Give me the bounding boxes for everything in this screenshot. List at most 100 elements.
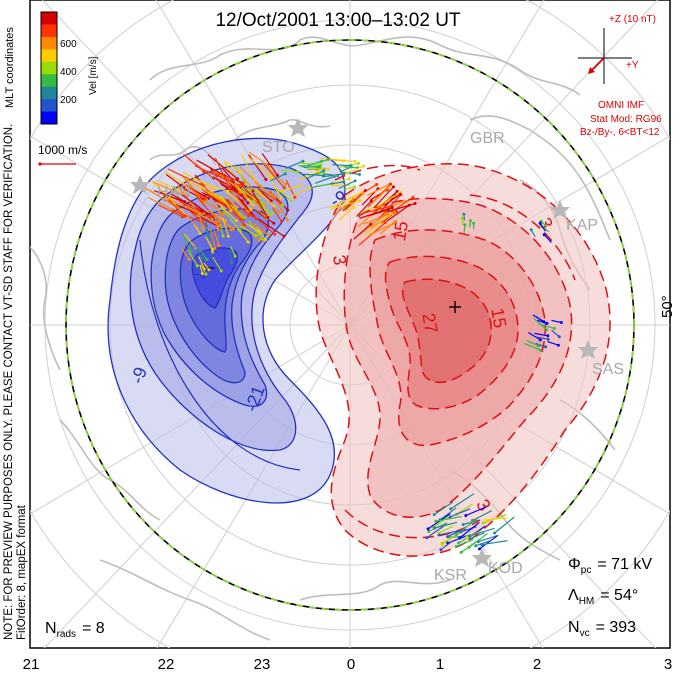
velocity-vector-origin	[318, 165, 322, 168]
velocity-vector-origin	[394, 220, 397, 223]
preview-note: NOTE: FOR PREVIEW PURPOSES ONLY. PLEASE …	[3, 40, 29, 640]
velocity-vector-origin	[216, 227, 220, 231]
velocity-vector	[547, 341, 559, 346]
velocity-vector	[240, 154, 256, 181]
velocity-vector	[165, 173, 185, 188]
velocity-vector	[220, 196, 232, 211]
velocity-vector	[385, 193, 401, 205]
velocity-vector-origin	[326, 167, 330, 171]
velocity-vector	[472, 510, 492, 522]
velocity-vector-origin	[545, 328, 549, 332]
velocity-vector-origin	[546, 337, 550, 341]
velocity-vector-origin	[266, 215, 270, 219]
velocity-vector-origin	[462, 212, 466, 216]
velocity-vector-origin	[269, 199, 273, 203]
contour-label: 27	[418, 312, 441, 335]
velocity-vector-origin	[342, 159, 346, 163]
colorbar-tick: 200	[60, 95, 77, 106]
velocity-vector	[366, 183, 391, 197]
velocity-vector	[481, 540, 508, 546]
velocity-vector-origin	[246, 210, 250, 214]
velocity-vector	[371, 187, 389, 205]
velocity-vector	[212, 256, 222, 272]
velocity-vector	[344, 166, 358, 169]
velocity-vector	[198, 212, 204, 229]
velocity-vector-origin	[439, 548, 443, 552]
hm-boundary	[65, 39, 635, 611]
velocity-colorbar	[40, 11, 58, 125]
velocity-vector-origin	[205, 212, 209, 216]
velocity-vector	[241, 200, 254, 217]
velocity-vector	[469, 532, 485, 540]
velocity-vector-origin	[282, 234, 286, 238]
velocity-vector	[228, 250, 233, 264]
velocity-vector-origin	[298, 184, 302, 188]
velocity-vector	[380, 211, 397, 224]
velocity-vector-origin	[264, 238, 268, 242]
fit-statistics: Φpc = 71 kV ΛHM = 54° Nvc = 393 Nrads = 8	[45, 556, 652, 640]
velocity-vector-origin	[293, 195, 297, 199]
velocity-vector	[263, 164, 285, 189]
velocity-vector	[301, 160, 322, 168]
velocity-vector	[337, 191, 363, 205]
velocity-vector	[230, 246, 236, 257]
velocity-vector	[307, 168, 329, 170]
velocity-vector-origin	[542, 233, 546, 237]
velocity-vector-origin	[386, 186, 390, 190]
coordinates-label: MLT coordinates	[4, 27, 16, 108]
velocity-vector	[275, 187, 292, 202]
velocity-vector	[208, 209, 234, 230]
velocity-vector	[203, 199, 225, 215]
velocity-vector	[261, 152, 279, 176]
velocity-vector	[449, 508, 471, 518]
velocity-vector-origin	[239, 215, 243, 219]
velocity-vector	[365, 205, 392, 214]
velocity-vector	[486, 517, 508, 521]
velocity-vector	[193, 178, 229, 192]
velocity-vector-origin	[440, 541, 444, 545]
velocity-vector-origin	[217, 244, 221, 248]
velocity-vector-origin	[326, 158, 330, 161]
velocity-vector-origin	[205, 258, 209, 261]
velocity-vector-origin	[260, 237, 264, 241]
velocity-vector-origin	[182, 185, 186, 189]
velocity-vector	[238, 224, 257, 237]
velocity-vector-origin	[208, 215, 212, 219]
velocity-vector-origin	[254, 234, 258, 237]
imf-source: OMNI IMF	[598, 100, 644, 111]
velocity-vector	[254, 181, 275, 198]
velocity-vector	[332, 164, 351, 167]
velocity-vector	[248, 154, 267, 180]
velocity-vector	[158, 204, 183, 218]
velocity-vector	[200, 264, 207, 275]
velocity-vector	[255, 189, 275, 207]
velocity-vector	[220, 183, 252, 200]
velocity-vector-origin	[238, 190, 242, 194]
velocity-vector-origin	[277, 210, 281, 214]
velocity-vector-origin	[283, 182, 287, 186]
velocity-vector-origin	[454, 545, 458, 548]
colorbar-swatch	[41, 86, 57, 100]
velocity-vector	[344, 186, 356, 190]
velocity-vector-origin	[251, 189, 255, 193]
velocity-vector	[224, 160, 241, 173]
velocity-vector	[150, 179, 173, 201]
velocity-vector-origin	[320, 159, 324, 163]
velocity-vector-origin	[411, 195, 415, 199]
velocity-vector-origin	[221, 234, 225, 238]
station-label: KAP	[566, 217, 598, 234]
velocity-vector	[551, 319, 562, 324]
velocity-vector-origin	[480, 543, 484, 547]
velocity-vector-origin	[296, 170, 300, 174]
velocity-vector	[213, 230, 220, 246]
velocity-vector	[427, 513, 451, 530]
velocity-vector	[278, 185, 301, 193]
velocity-vector-origin	[469, 219, 472, 223]
velocity-vector-origin	[347, 177, 351, 181]
velocity-vector-origin	[351, 197, 355, 201]
velocity-vector	[270, 173, 286, 182]
velocity-vector	[455, 538, 474, 548]
velocity-vector	[526, 340, 539, 347]
velocity-vector	[494, 516, 515, 534]
velocity-vector-origin	[251, 203, 255, 207]
